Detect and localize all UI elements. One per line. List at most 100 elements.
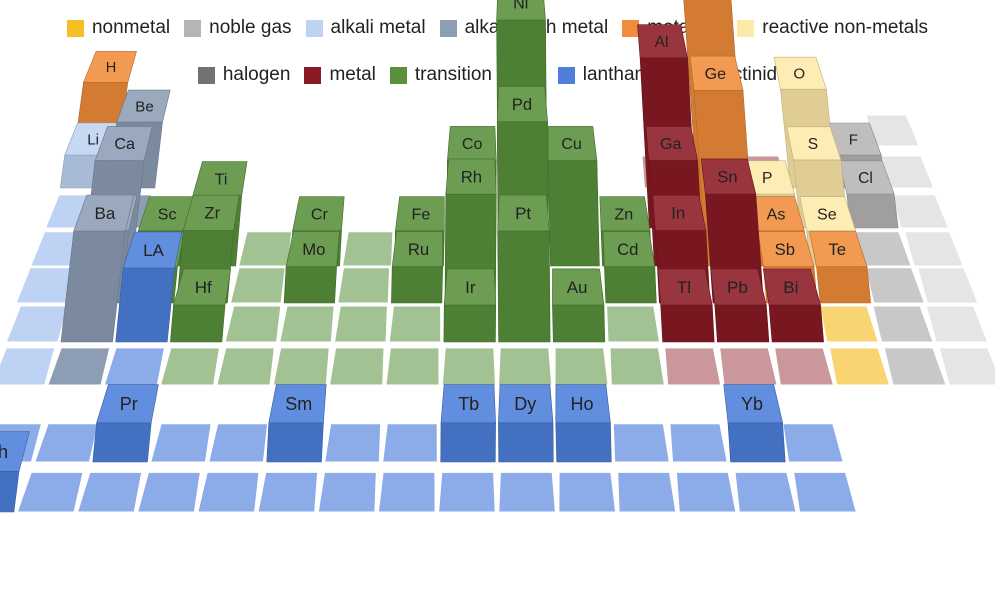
floor-tile-top xyxy=(388,305,442,343)
floor-tile xyxy=(324,423,382,463)
floor-tile xyxy=(377,471,436,513)
floor-tile-top xyxy=(137,471,201,513)
element-symbol-label: Au xyxy=(567,278,588,297)
bar-front-face xyxy=(846,193,899,229)
legend-item: metal xyxy=(304,64,376,86)
floor-tile xyxy=(257,471,319,513)
bar-top-face xyxy=(268,384,327,424)
bar-front-face xyxy=(266,422,324,463)
bar-top-face xyxy=(762,268,821,306)
bar-top-face xyxy=(809,231,868,268)
bar-top-face xyxy=(73,194,135,232)
element-symbol-label: O xyxy=(793,66,805,83)
floor-tile-top xyxy=(385,347,440,386)
legend-swatch xyxy=(304,66,322,84)
bar-front-face xyxy=(283,266,337,304)
floor-tile-top xyxy=(612,423,670,463)
floor-tile-top xyxy=(16,471,84,513)
floor-tile-top xyxy=(103,347,166,386)
legend-item: noble gas xyxy=(184,17,292,39)
element-symbol-label: Ca xyxy=(114,135,135,153)
legend-label: nonmetal xyxy=(91,17,171,38)
legend-item: reactive non-metals xyxy=(737,17,928,39)
floor-tile-top xyxy=(606,305,661,343)
element-symbol-label: Sc xyxy=(158,205,177,223)
element-symbol-label: Fe xyxy=(412,205,431,223)
floor-tile-top xyxy=(793,471,857,513)
bar-front-face xyxy=(816,266,872,304)
floor-tile xyxy=(137,471,201,513)
floor-tile-top xyxy=(216,347,275,386)
floor-tile-top xyxy=(5,305,69,343)
floor-tile xyxy=(617,471,677,513)
bar-front-face xyxy=(440,422,496,463)
bar-top-face xyxy=(116,89,171,123)
legend-swatch xyxy=(197,66,215,84)
floor-tile-top xyxy=(224,305,282,343)
legend-swatch xyxy=(557,66,575,84)
floor-tile xyxy=(438,471,496,513)
floor-tile-top xyxy=(257,471,319,513)
element-symbol-label: Sn xyxy=(717,168,737,187)
element-symbol-label: F xyxy=(849,131,858,148)
element-bar: Ho xyxy=(555,384,612,463)
floor-tile xyxy=(238,231,293,267)
floor-tile xyxy=(224,305,282,343)
bar-front-face xyxy=(0,470,20,513)
bar-top-face xyxy=(496,86,548,122)
floor-tile-top xyxy=(272,347,330,386)
floor-tile xyxy=(47,347,111,386)
element-symbol-label: S xyxy=(808,136,818,153)
bar-top-face xyxy=(443,268,497,306)
floor-tile-top xyxy=(498,347,553,386)
element-symbol-label: Co xyxy=(462,135,483,153)
floor-tile xyxy=(441,347,496,386)
floor-tile-top xyxy=(208,423,269,463)
floor-tile xyxy=(342,231,394,267)
floor-tile-top xyxy=(317,471,377,513)
floor-tile xyxy=(337,267,391,304)
floor-tile xyxy=(774,347,835,386)
element-bar: Ru xyxy=(391,231,444,304)
floor-tile xyxy=(216,347,275,386)
bar-front-face xyxy=(714,304,770,343)
element-bar: Pb xyxy=(710,268,770,343)
floor-tile-top xyxy=(0,347,56,386)
element-symbol-label: Sm xyxy=(285,394,312,414)
floor-tile-top xyxy=(819,305,879,343)
floor-tile-top xyxy=(382,423,438,463)
element-symbol-label: Pb xyxy=(727,278,748,297)
floor-tile xyxy=(612,423,670,463)
floor-tile-top xyxy=(609,347,665,386)
element-symbol-label: Mo xyxy=(302,240,325,259)
element-symbol-label: Hf xyxy=(195,278,212,297)
element-bar: LA xyxy=(115,231,183,343)
bar-front-face xyxy=(727,422,786,463)
bar-top-face xyxy=(498,384,554,424)
element-bar: Pt xyxy=(497,194,551,343)
legend-label: noble gas xyxy=(209,17,292,38)
floor-tile xyxy=(208,423,269,463)
floor-tile xyxy=(734,471,797,513)
element-symbol-label: Cr xyxy=(311,205,329,223)
bar-top-face xyxy=(599,196,651,232)
floor-tile xyxy=(272,347,330,386)
floor-tile xyxy=(388,305,442,343)
floor-tile xyxy=(883,347,947,386)
floor-tile-top xyxy=(441,347,496,386)
element-symbol-label: Pt xyxy=(515,204,531,223)
floor-tile-top xyxy=(872,305,934,343)
bar-top-face xyxy=(723,384,783,424)
bar-top-face xyxy=(838,160,895,195)
bar-top-face xyxy=(173,268,232,306)
bar-front-face xyxy=(555,422,612,463)
bar-top-face xyxy=(122,231,183,269)
floor-tile xyxy=(498,347,553,386)
floor-tile xyxy=(904,231,964,267)
element-symbol-label: Bi xyxy=(783,278,798,297)
bar-top-face xyxy=(710,268,767,306)
floor-tile-top xyxy=(883,347,947,386)
legend-item: halogen xyxy=(197,64,290,86)
floor-tile-top xyxy=(904,231,964,267)
floor-tile xyxy=(819,305,879,343)
